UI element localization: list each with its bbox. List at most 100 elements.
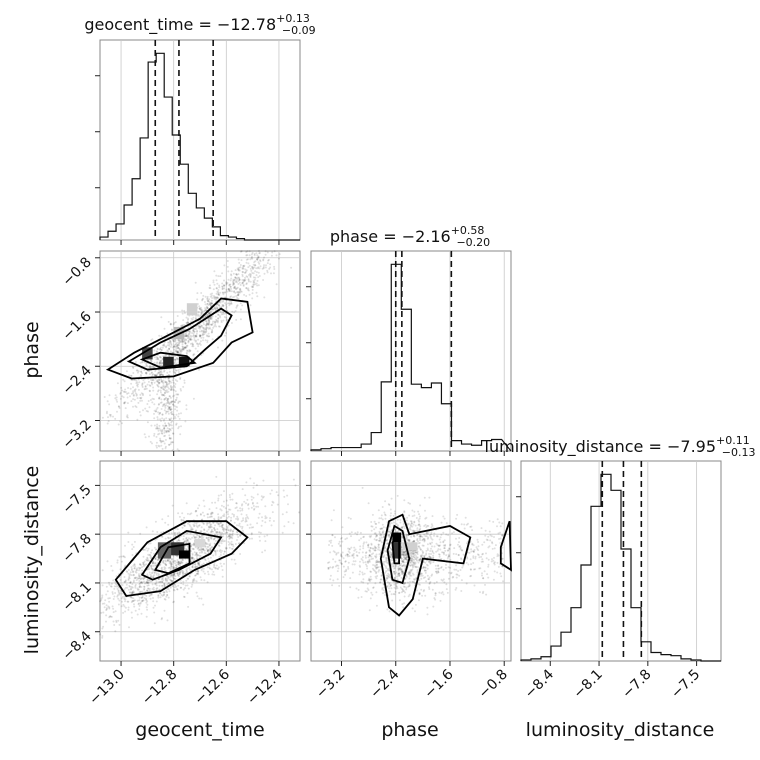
sample-point (194, 317, 197, 319)
sample-point (147, 582, 150, 585)
sample-point (222, 553, 225, 555)
sample-point (239, 553, 242, 555)
sample-point (395, 523, 398, 525)
sample-point (455, 587, 458, 589)
sample-point (250, 495, 253, 498)
sample-point (145, 362, 148, 365)
sample-point (177, 533, 179, 536)
sample-point (240, 504, 243, 507)
sample-point (402, 585, 405, 588)
sample-point (220, 542, 223, 545)
sample-point (253, 253, 256, 255)
sample-point (146, 581, 149, 584)
sample-point (344, 538, 347, 541)
histogram-luminosity-distance (520, 473, 721, 662)
sample-point (217, 522, 220, 525)
sample-point (159, 370, 162, 373)
sample-point (174, 346, 177, 349)
sample-point (409, 553, 412, 556)
sample-point (158, 558, 161, 561)
sample-point (180, 350, 183, 353)
sample-point (132, 367, 135, 369)
sample-point (197, 554, 200, 557)
sample-point (207, 319, 210, 322)
sample-point (387, 530, 390, 533)
sample-point (174, 343, 177, 346)
sample-point (235, 531, 238, 534)
sample-point (374, 549, 377, 552)
sample-point (209, 303, 212, 306)
sample-point (153, 361, 156, 364)
sample-point (171, 339, 174, 341)
sample-point (188, 336, 191, 339)
sample-point (146, 421, 149, 424)
sample-point (404, 550, 407, 553)
sample-point (195, 509, 198, 512)
sample-point (142, 563, 145, 566)
sample-point (241, 503, 244, 506)
sample-point (160, 380, 163, 383)
sample-point (236, 286, 239, 289)
sample-point (202, 333, 205, 336)
sample-point (157, 444, 160, 447)
sample-point (229, 533, 232, 536)
sample-point (197, 562, 200, 565)
sample-point (208, 326, 211, 329)
sample-point (360, 558, 363, 560)
sample-point (134, 585, 137, 588)
sample-point (208, 286, 211, 289)
sample-point (156, 373, 159, 375)
sample-point (152, 600, 155, 603)
sample-point (252, 263, 255, 266)
sample-point (126, 396, 129, 399)
sample-point (157, 427, 160, 430)
sample-point (400, 527, 403, 530)
sample-point (168, 370, 171, 373)
sample-point (209, 542, 212, 545)
sample-point (208, 564, 211, 567)
sample-point (249, 258, 252, 261)
sample-point (176, 574, 179, 577)
sample-point (426, 543, 429, 546)
sample-point (212, 279, 215, 282)
sample-point (427, 549, 429, 551)
sample-point (217, 566, 220, 569)
sample-point (423, 555, 426, 558)
sample-point (110, 565, 113, 567)
sample-point (261, 551, 264, 554)
sample-point (173, 345, 176, 348)
sample-point (179, 433, 182, 436)
sample-point (147, 410, 149, 413)
sample-point (185, 404, 188, 407)
sample-point (491, 542, 494, 545)
sample-point (108, 600, 111, 603)
sample-point (172, 540, 175, 543)
sample-point (210, 526, 213, 529)
sample-point (241, 266, 244, 269)
sample-point (127, 600, 130, 603)
sample-point (209, 287, 212, 290)
sample-point (373, 538, 376, 541)
sample-point (157, 371, 160, 374)
sample-point (384, 565, 387, 568)
sample-point (469, 568, 472, 571)
sample-point (196, 572, 199, 575)
sample-point (401, 564, 404, 567)
sample-point (424, 561, 427, 564)
sample-point (251, 286, 254, 289)
sample-point (378, 530, 381, 533)
sample-point (205, 323, 208, 326)
sample-point (150, 424, 153, 427)
sample-point (184, 335, 187, 338)
sample-point (213, 297, 216, 300)
sample-point (245, 254, 248, 257)
sample-point (186, 349, 188, 352)
sample-point (342, 565, 345, 568)
sample-point (209, 548, 212, 550)
sample-point (160, 584, 163, 587)
sample-point (152, 398, 155, 401)
sample-point (211, 501, 214, 504)
sample-point (410, 552, 413, 555)
sample-point (383, 546, 386, 549)
sample-point (148, 435, 150, 438)
